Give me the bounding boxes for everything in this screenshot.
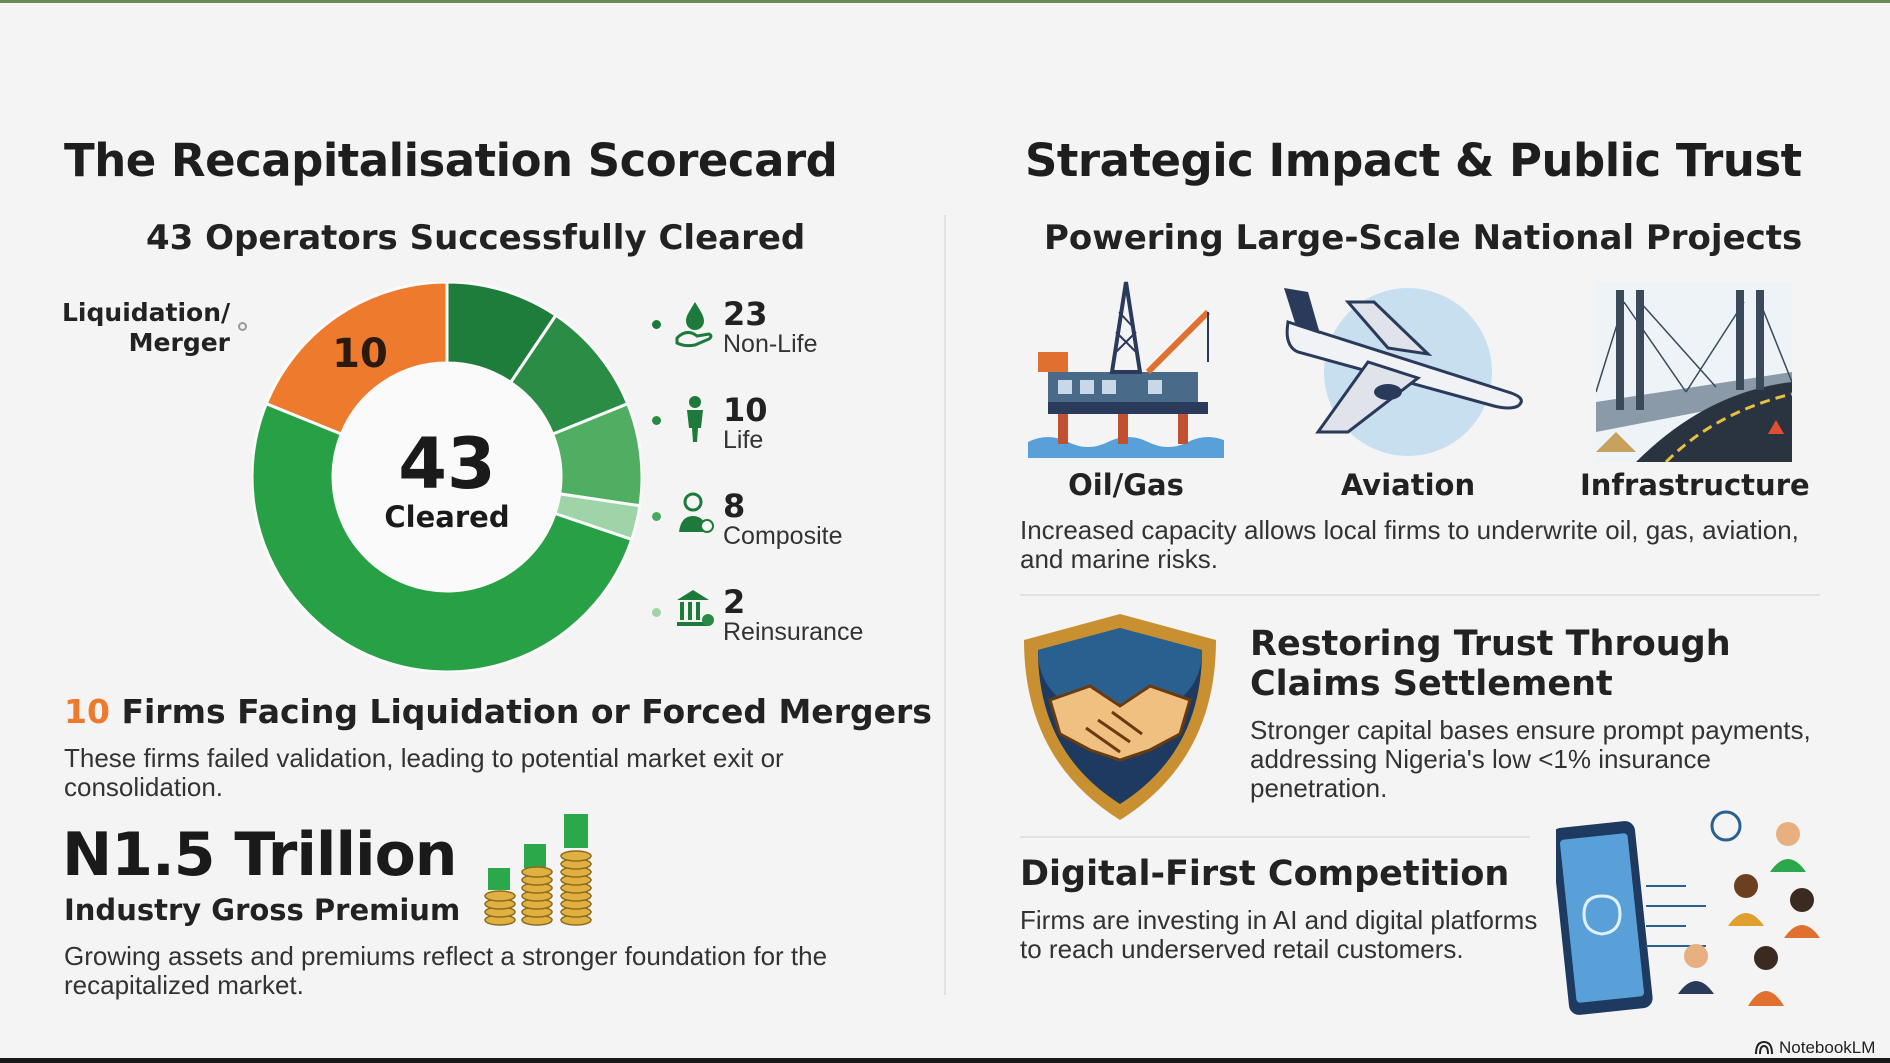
premium-body: Growing assets and premiums reflect a st… bbox=[64, 941, 828, 1000]
liquidation-heading: 10 Firms Facing Liquidation or Forced Me… bbox=[64, 692, 932, 731]
premium-value: N1.5 Trillion bbox=[62, 820, 458, 890]
legend: 23 Non-Life 10 Life 8 Composite bbox=[652, 298, 863, 646]
shield-handshake-icon bbox=[1024, 614, 1216, 820]
businessman-icon bbox=[679, 492, 714, 533]
liquidation-pointer-dot bbox=[238, 322, 247, 331]
legend-item-non-life: 23 Non-Life bbox=[652, 298, 863, 358]
section-divider bbox=[1020, 836, 1530, 838]
legend-label: Life bbox=[723, 426, 764, 454]
legend-label: Non-Life bbox=[723, 330, 818, 358]
trust-heading: Restoring Trust Through Claims Settlemen… bbox=[1250, 624, 1731, 704]
right-title: Strategic Impact & Public Trust bbox=[1025, 134, 1802, 187]
liquidation-heading-text: Firms Facing Liquidation or Forced Merge… bbox=[121, 692, 932, 731]
coin-growth-icon bbox=[484, 814, 592, 926]
section-divider bbox=[1020, 594, 1820, 596]
donut-liquidation-value: 10 bbox=[332, 331, 388, 377]
hand-drop-icon bbox=[675, 302, 713, 348]
legend-value: 23 bbox=[723, 295, 768, 333]
digital-heading: Digital-First Competition bbox=[1020, 854, 1510, 894]
donut-chart: 43 Cleared 10 bbox=[252, 282, 642, 672]
legend-label: Reinsurance bbox=[723, 618, 864, 646]
legend-dot bbox=[652, 416, 661, 425]
legend-dot bbox=[652, 512, 661, 521]
left-title: The Recapitalisation Scorecard bbox=[64, 134, 838, 187]
left-subtitle: 43 Operators Successfully Cleared bbox=[146, 218, 806, 258]
airplane-icon bbox=[1284, 288, 1523, 456]
legend-value: 8 bbox=[723, 487, 746, 525]
donut-center-value: 43 bbox=[398, 423, 495, 505]
legend-item-composite: 8 Composite bbox=[652, 490, 863, 550]
donut-center bbox=[333, 363, 561, 591]
project-label-oil-gas: Oil/Gas bbox=[1068, 468, 1184, 502]
donut-slice-non-life-b bbox=[252, 401, 634, 672]
liquidation-body: These firms failed validation, leading t… bbox=[64, 743, 784, 802]
notebooklm-label: NotebookLM bbox=[1779, 1038, 1876, 1057]
legend-label: Composite bbox=[723, 522, 843, 550]
bank-icon bbox=[677, 590, 714, 626]
bridge-icon bbox=[1596, 282, 1792, 462]
notebooklm-icon bbox=[1755, 1040, 1773, 1055]
legend-dot bbox=[652, 608, 661, 617]
digital-body: Firms are investing in AI and digital pl… bbox=[1020, 905, 1538, 964]
top-border bbox=[0, 0, 1890, 3]
project-label-infrastructure: Infrastructure bbox=[1580, 468, 1810, 502]
trust-body: Stronger capital bases ensure prompt pay… bbox=[1250, 715, 1811, 803]
legend-value: 10 bbox=[723, 391, 768, 429]
legend-item-life: 10 Life bbox=[652, 394, 863, 454]
notebooklm-badge[interactable]: NotebookLM bbox=[1754, 1038, 1875, 1058]
column-divider bbox=[944, 215, 946, 995]
legend-value: 2 bbox=[723, 583, 746, 621]
legend-item-reinsurance: 2 Reinsurance bbox=[652, 586, 863, 646]
liquidation-heading-number: 10 bbox=[64, 692, 110, 731]
right-subtitle: Powering Large-Scale National Projects bbox=[1044, 218, 1803, 258]
liquidation-label: Liquidation/ Merger bbox=[62, 298, 231, 357]
donut-center-label: Cleared bbox=[384, 500, 509, 534]
projects-body: Increased capacity allows local firms to… bbox=[1020, 515, 1799, 574]
oil-rig-icon bbox=[1028, 281, 1224, 458]
project-label-aviation: Aviation bbox=[1340, 468, 1476, 502]
premium-label: Industry Gross Premium bbox=[64, 893, 461, 927]
person-icon bbox=[687, 396, 703, 442]
bottom-border bbox=[0, 1058, 1890, 1063]
legend-dot bbox=[652, 320, 661, 329]
ai-tablet-network-icon bbox=[1556, 810, 1820, 1015]
